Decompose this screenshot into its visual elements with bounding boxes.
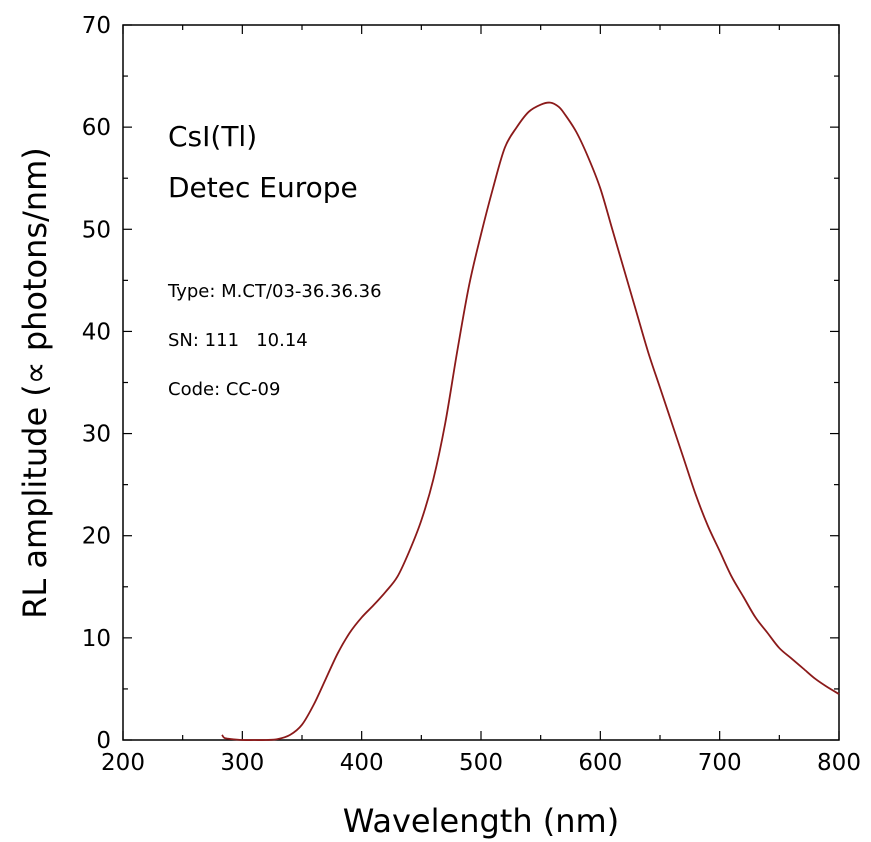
x-tick-label: 500 [459,750,503,776]
y-tick-label: 40 [82,319,111,345]
annotation-material: CsI(Tl) [168,120,257,153]
series-line [221,101,840,741]
y-tick-label: 50 [82,217,111,243]
x-tick-label: 300 [220,750,264,776]
series-layer [221,101,840,741]
x-tick-label: 400 [340,750,384,776]
annotation-manufacturer: Detec Europe [168,171,358,204]
y-tick-label: 70 [82,13,111,39]
axis-ticks [122,24,840,741]
y-axis-title: RL amplitude (∝ photons/nm) [16,147,54,619]
x-tick-label: 700 [698,750,742,776]
annotation-serial: SN: 111 10.14 [168,330,308,351]
x-tick-labels: 200 300 400 500 600 700 800 [101,750,861,776]
x-tick-label: 200 [101,750,145,776]
y-tick-label: 0 [96,728,111,754]
y-tick-label: 60 [82,115,111,141]
x-axis-title: Wavelength (nm) [343,802,619,840]
annotation-code: Code: CC-09 [168,379,280,400]
annotation-type: Type: M.CT/03-36.36.36 [167,281,382,302]
y-tick-label: 20 [82,524,111,550]
y-tick-label: 30 [82,422,111,448]
annotation-block: CsI(Tl) Detec Europe Type: M.CT/03-36.36… [167,120,382,400]
y-tick-label: 10 [82,626,111,652]
x-tick-label: 800 [817,750,861,776]
y-tick-labels: 0 10 20 30 40 50 60 70 [82,13,111,754]
x-tick-label: 600 [578,750,622,776]
